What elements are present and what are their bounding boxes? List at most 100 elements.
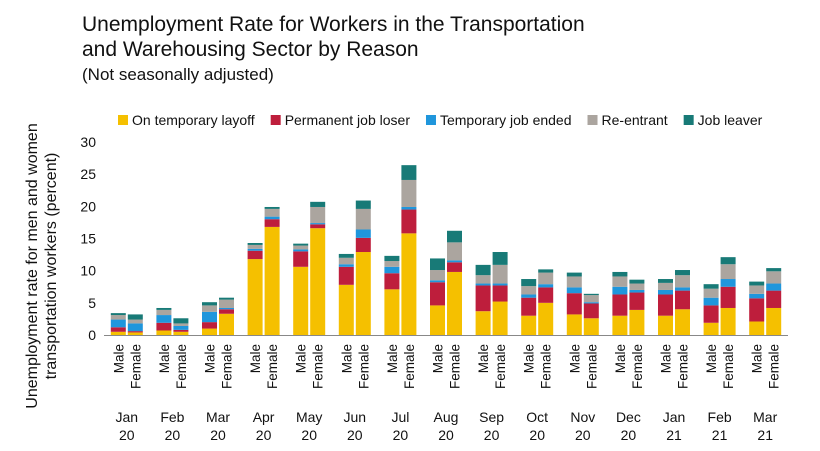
bar-segment [247, 259, 263, 335]
y-axis-label-line-2: transportation workers (percent) [43, 153, 60, 380]
sex-label: Female [767, 344, 782, 389]
legend-label: Job leaver [698, 112, 763, 128]
legend-swatch [118, 115, 128, 125]
bar-segment [430, 305, 445, 335]
bar-segment [583, 295, 599, 303]
bar-segment [338, 257, 354, 265]
bar-segment [173, 323, 189, 326]
year-label: 20 [347, 427, 363, 443]
bar-segment [127, 331, 143, 333]
bar-segment [202, 328, 217, 335]
sex-label: Male [339, 344, 354, 373]
bar-segment [247, 243, 263, 245]
bar-segment [720, 286, 736, 308]
bar-segment [202, 302, 217, 306]
bar-segment [247, 244, 263, 249]
sex-label: Female [584, 344, 599, 389]
bar-segment [749, 298, 765, 322]
sex-label: Male [522, 344, 537, 373]
y-tick-label: 30 [80, 134, 96, 150]
bar-segment [629, 292, 645, 310]
bar-segment [703, 297, 719, 306]
month-label: Sep [479, 409, 504, 425]
bar-segment [766, 268, 782, 272]
bar-segment [384, 289, 400, 335]
sex-label: Female [128, 344, 143, 389]
bar-segment [566, 314, 582, 335]
bar-segment [447, 242, 462, 261]
year-label: 20 [165, 427, 181, 443]
bar-segment [430, 280, 445, 283]
bar-segment [749, 285, 765, 294]
bar-segment [338, 264, 354, 267]
month-label: Feb [160, 409, 184, 425]
bar-segment [219, 313, 234, 335]
bar-segment [401, 165, 417, 180]
sex-label: Female [356, 344, 371, 389]
bar-segment [720, 264, 736, 280]
y-tick-label: 25 [80, 166, 96, 182]
bar-segment [264, 208, 280, 217]
bar-segment [720, 257, 736, 265]
bar-segment [127, 323, 143, 332]
sex-label: Male [385, 344, 400, 373]
sex-label: Male [659, 344, 674, 373]
year-label: 21 [666, 427, 682, 443]
bar-segment [156, 330, 172, 335]
y-tick-label: 10 [80, 263, 96, 279]
bar-segment [629, 309, 645, 335]
year-label: 20 [484, 427, 500, 443]
y-tick-label: 15 [80, 231, 96, 247]
year-label: 21 [712, 427, 728, 443]
sex-label: Male [111, 344, 126, 373]
bar-segment [566, 287, 582, 294]
sex-label: Male [613, 344, 628, 373]
bar-segment [430, 282, 445, 306]
bar-segment [355, 252, 371, 335]
chart-subtitle: (Not seasonally adjusted) [82, 65, 274, 84]
bar-segment [566, 272, 582, 277]
sex-label: Female [448, 344, 463, 389]
bar-segment [110, 327, 126, 332]
bar-segment [658, 289, 673, 295]
y-tick-label: 0 [88, 327, 96, 343]
bar-segment [749, 281, 765, 286]
bar-segment [219, 299, 234, 308]
bar-segment [173, 325, 189, 330]
bar-segment [749, 293, 765, 299]
bar-segment [310, 223, 326, 225]
month-label: Mar [753, 409, 777, 425]
bar-segment [658, 279, 673, 283]
sex-label: Female [265, 344, 280, 389]
bar-segment [612, 294, 628, 316]
bar-segment [475, 264, 491, 276]
bar-segment [156, 322, 172, 331]
year-label: 20 [621, 427, 637, 443]
bar-segment [264, 226, 280, 335]
bar-segment [430, 258, 445, 271]
bar-segment [156, 315, 172, 323]
bar-segment [310, 206, 326, 224]
bar-segment [658, 315, 673, 335]
bar-segment [566, 276, 582, 288]
bar-segment [538, 302, 554, 335]
bar-segment [219, 309, 234, 314]
bar-segment [521, 286, 537, 295]
bar-segment [264, 206, 280, 209]
bar-segment [703, 322, 719, 335]
y-tick-label: 5 [88, 295, 96, 311]
month-label: Jun [344, 409, 367, 425]
year-label: 20 [393, 427, 409, 443]
legend-swatch [683, 115, 694, 125]
bar-segment [384, 273, 400, 290]
sex-label: Male [431, 344, 446, 373]
bar-segment [219, 297, 234, 300]
bar-segment [247, 248, 263, 251]
bar-segment [173, 318, 189, 324]
bar-segment [401, 179, 417, 207]
bar-segment [612, 286, 628, 295]
bar-segment [293, 251, 309, 267]
month-label: Aug [434, 409, 459, 425]
bar-segment [612, 315, 628, 335]
